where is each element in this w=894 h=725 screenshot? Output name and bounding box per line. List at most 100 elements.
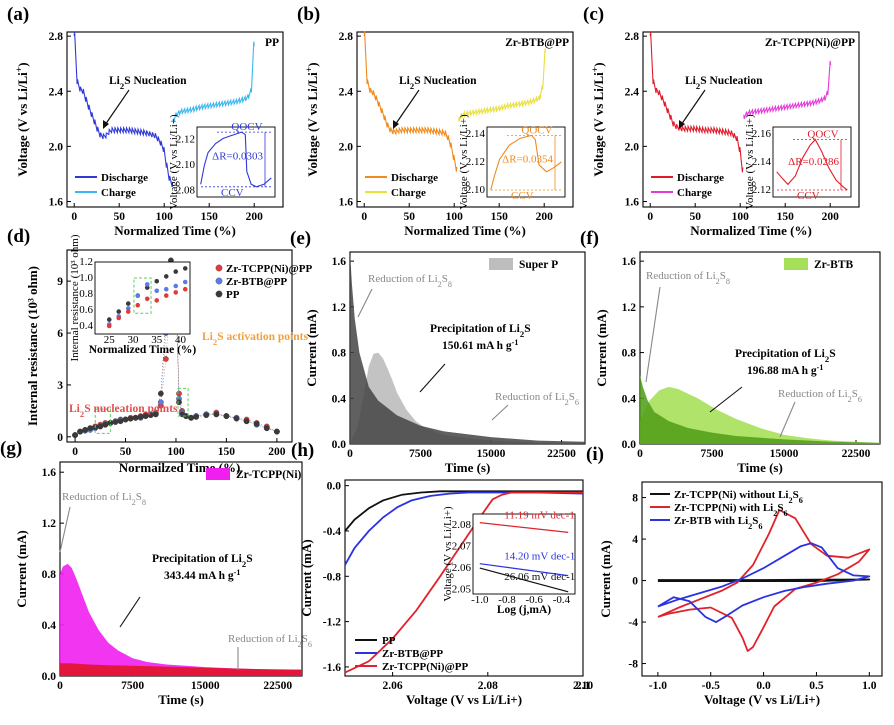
cv-curve — [657, 578, 871, 582]
x-tick-label: 0 — [647, 211, 653, 223]
y-tick-label: 2.8 — [339, 31, 354, 43]
panel-tag: Zr-TCPP(Ni)@PP — [765, 37, 855, 49]
data-point — [188, 414, 194, 421]
inset-delta-label: ΔR=0.0286 — [788, 156, 839, 168]
charge-line — [743, 60, 832, 119]
x-tick-label: 0 — [361, 211, 367, 223]
legend-label: Zr-TCPP(Ni)@PP — [382, 661, 468, 673]
x-tick-label: 200 — [246, 211, 264, 223]
x-tick-label: 100 — [732, 211, 750, 223]
inset-y-tick-label: 2.08 — [452, 519, 472, 531]
legend-label: Zr-TCPP(Ni) without Li2S6 — [674, 489, 803, 505]
y-tick-label: 4 — [632, 534, 638, 546]
inset-qocv-label: QOCV — [807, 129, 838, 141]
inset-y-tick-label: 0.6 — [79, 304, 93, 316]
annotation-arrow — [59, 506, 71, 553]
axes-group: 2.06 2.08 2.102.1 -1.6 -1.2 -0.8 -0.4 0.0 — [323, 479, 593, 692]
data-point — [117, 418, 124, 425]
inset-y-tick-label: 2.14 — [466, 128, 486, 140]
y-axis-label: Current (mA) — [594, 309, 609, 386]
data-point — [193, 414, 199, 420]
x-tick-label: 22500 — [547, 448, 576, 460]
y-tick-label: 0.4 — [332, 393, 347, 405]
inset-x-tick-label: 30 — [128, 334, 140, 346]
x-tick-label: 2.08 — [478, 680, 498, 692]
data-point — [77, 428, 83, 435]
y-tick-label: 2.4 — [49, 86, 64, 98]
y-tick-label: 6 — [57, 328, 63, 340]
inset-y-axis-label: Voltage (V vs Li/Li+) — [744, 114, 756, 210]
y-tick-label: 0.8 — [42, 569, 57, 581]
y-tick-label: 0.0 — [42, 671, 57, 683]
inset-point — [154, 298, 160, 303]
inset-point — [163, 274, 169, 279]
inset-point — [135, 293, 141, 298]
axes-group: 0 7500 15000 22500 0.0 0.4 0.8 1.2 1.6 — [42, 461, 303, 692]
x-tick-label: 0.5 — [809, 680, 824, 692]
y-tick-label: 0.8 — [332, 348, 347, 360]
x-tick-label: 2.10 — [573, 680, 593, 692]
discharge-line — [363, 31, 458, 172]
x-tick-label: 150 — [218, 446, 236, 458]
panel-f: Zr-BTB Reduction of Li2S8 Precipitation of… — [640, 258, 880, 444]
y-tick-label: -4 — [628, 617, 638, 629]
x-axis-label: Voltage (V vs Li/Li+) — [704, 692, 820, 707]
data-point — [243, 418, 250, 425]
y-tick-label: 2.4 — [339, 86, 354, 98]
panel-d: Li2S nucleation points Li2S activation po… — [69, 234, 312, 438]
inset-y-tick-label: 2.12 — [176, 134, 195, 146]
panel-label: (c) — [583, 4, 604, 25]
inset-x-axis-label: Normalized Time (%) — [89, 344, 197, 356]
panel-label: (b) — [297, 4, 320, 25]
y-tick-label: 1.6 — [625, 196, 640, 208]
inset-ccv-label: CCV — [511, 190, 534, 202]
x-tick-label: 22500 — [263, 680, 292, 692]
plot-frame — [66, 31, 284, 208]
x-tick-label: 150 — [201, 211, 219, 223]
reduction-li2s8-label: Reduction of Li2S8 — [62, 491, 146, 507]
plot-frame — [356, 31, 574, 208]
cv-curve — [657, 509, 871, 652]
y-tick-label: 1.6 — [332, 256, 347, 268]
x-tick-label: 50 — [689, 211, 701, 223]
inset-x-tick-label: 25 — [104, 334, 116, 346]
inset-y-axis-label: Voltage (V vs Li/Li+) — [168, 114, 180, 210]
inset-point — [106, 317, 112, 322]
legend-label: Super P — [519, 259, 558, 271]
panel-a: PP Li2S Nucleation Discharge Charge QOCV ΔR=0… — [73, 31, 279, 210]
charge-line — [458, 48, 547, 122]
inset-y-tick-label: 0.4 — [79, 320, 93, 332]
inset-qocv-label: QOCV — [231, 121, 262, 133]
reduction-li2s8-label: Reduction of Li2S8 — [646, 270, 730, 286]
annotation-arrow — [491, 404, 509, 421]
inset-point — [116, 309, 122, 314]
annotation-arrow — [119, 596, 141, 628]
tafel-slope-label: 26.06 mV dec-1 — [504, 571, 575, 583]
y-tick-label: -0.4 — [323, 526, 341, 538]
inset-point — [144, 285, 150, 290]
y-tick-label: -0.8 — [323, 571, 341, 583]
y-tick-label: 0.8 — [622, 348, 637, 360]
inset-y-tick-label: 2.12 — [466, 156, 485, 168]
x-tick-label: 200 — [822, 211, 840, 223]
inset-point — [173, 269, 179, 274]
x-tick-label: 200 — [536, 211, 554, 223]
panel-tag: Zr-BTB@PP — [505, 37, 569, 49]
capacity-label: 196.88 mA h g-1 — [747, 363, 823, 378]
inset-point — [125, 306, 131, 311]
inset-x-axis-label: Log (j,mA) — [497, 604, 551, 616]
precipitation-area — [640, 386, 880, 444]
reduction-area — [60, 663, 302, 676]
x-tick-label: 0 — [347, 448, 353, 460]
inset-ccv-label: CCV — [797, 190, 820, 202]
panel-label: (e) — [290, 228, 311, 249]
series-connector — [74, 272, 277, 436]
y-tick-label: -8 — [628, 659, 638, 671]
inset-y-axis-label: Voltage (V vs Li/Li+) — [458, 114, 470, 210]
y-tick-label: 3 — [57, 380, 63, 392]
inset-point — [154, 288, 160, 294]
inset-qocv-label: QOCV — [521, 124, 552, 136]
data-point — [253, 420, 260, 427]
